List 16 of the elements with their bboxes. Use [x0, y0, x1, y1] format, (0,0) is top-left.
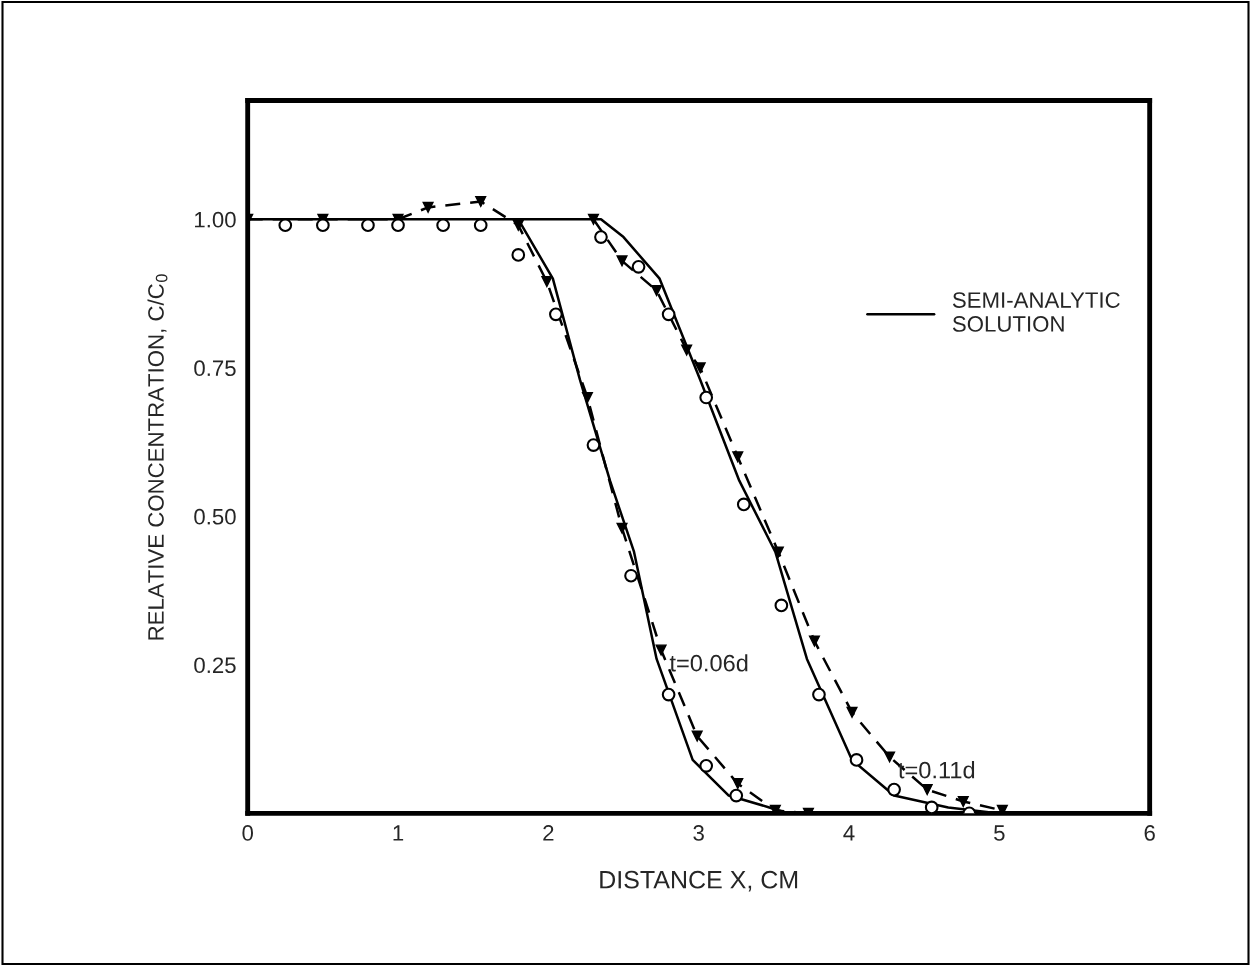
y-tick-label: 0.50: [194, 508, 236, 525]
legend-label: SEMI-ANALYTIC SOLUTION: [952, 292, 1120, 332]
y-axis-title: RELATIVE CONCENTRATION, C/C$_{0}$: [147, 274, 168, 640]
x-axis-title: DISTANCE X, CM: [600, 870, 798, 892]
x-tick-label: 4: [843, 825, 855, 841]
x-tick-label: 3: [693, 825, 704, 841]
y-tick-label: 1.00: [195, 211, 236, 228]
x-tick-label: 1: [393, 825, 404, 841]
x-tick-label: 2: [543, 825, 554, 841]
x-tick-label: 6: [1144, 825, 1155, 841]
x-tick-label: 5: [994, 825, 1005, 841]
annotation: t=0.06d: [669, 654, 748, 672]
x-tick-label: 0: [242, 825, 254, 841]
y-tick-label: 0.75: [194, 360, 236, 377]
y-tick-label: 0.25: [194, 657, 236, 674]
annotation: t=0.11d: [898, 761, 975, 779]
